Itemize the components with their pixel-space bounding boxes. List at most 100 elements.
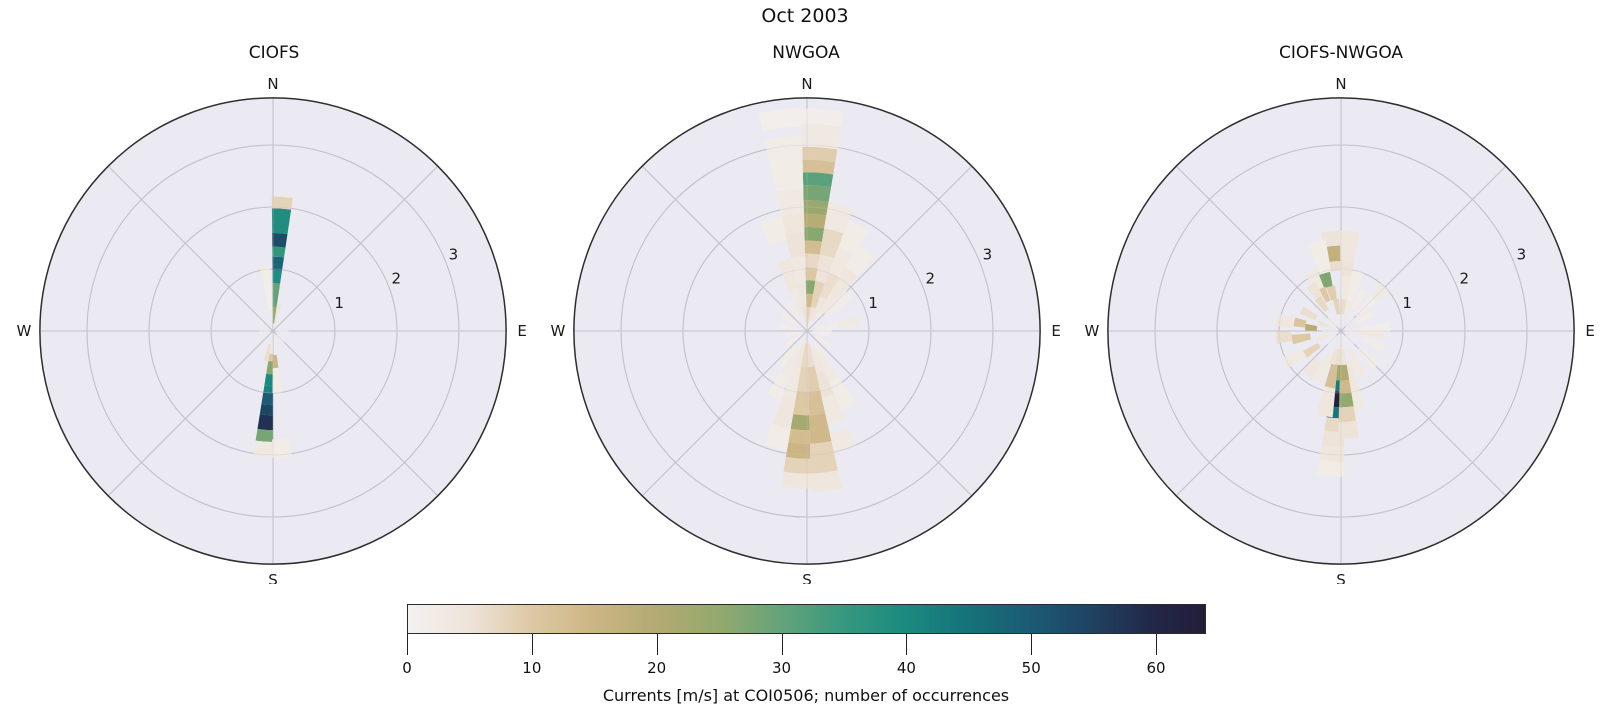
rose-cell [785,231,806,259]
rose-cell [804,240,822,255]
radial-tick-label: 2 [926,270,936,288]
rose-cell [781,213,805,235]
rose-cell [1316,320,1330,328]
rose-cell [803,185,832,202]
compass-label-e: E [1051,322,1060,340]
colorbar-tick [656,634,658,655]
rose-cell [1370,283,1389,302]
rose-cell [271,438,292,459]
subplot-title-ciofs: CIOFS [248,43,300,63]
rose-cell [764,135,803,165]
rose-cell [1324,363,1338,389]
rose-cell [257,321,269,329]
rose-cell [806,293,814,308]
rose-cell [1346,270,1364,303]
colorbar-tick-label: 0 [402,659,412,677]
rose-cell [1338,406,1357,423]
rose-cell [803,200,829,216]
rose-cell [272,354,279,369]
rose-cell [1316,460,1345,477]
rose-cell [1305,323,1318,331]
rose-cell [814,335,832,349]
compass-label-e: E [517,322,526,340]
rose-cell [789,288,803,314]
rose-cell [779,311,798,326]
polar-grid-overlay [39,97,507,565]
rose-cell [1308,239,1332,275]
subplot-title-ciofs-nwgoa: CIOFS-NWGOA [1278,43,1404,63]
rose-cell [777,344,798,368]
rose-cell [276,334,285,343]
rose-cell [1359,321,1391,332]
radial-tick-label: 3 [983,245,993,263]
rose-cell [1340,275,1352,300]
rose-cell [272,367,283,394]
colorbar-tick [781,634,783,655]
rose-cell [816,351,839,383]
radial-tick-label: 1 [1402,294,1412,312]
colorbar-tick-label: 30 [771,659,792,677]
polar-grid-overlay [1107,97,1575,565]
rose-cell [269,343,273,354]
rose-cell [1315,334,1330,343]
rose-cell [1343,300,1353,320]
compass-label-w: W [550,322,565,340]
rose-cell [815,322,838,331]
rose-cell [266,361,273,375]
rose-nwgoa: N E S W 1 2 3 [550,75,1060,584]
rose-ciofs: N E S W 1 2 3 [16,75,526,584]
rose-cell [1351,288,1368,311]
rose-cell [1347,347,1367,378]
rose-cell [772,394,796,429]
rose-cell [272,283,281,308]
compass-label-e: E [1585,322,1594,340]
rose-cell [793,342,805,368]
radial-tick-label: 2 [392,270,402,288]
rose-cell [783,456,811,474]
rose-cell [819,228,844,259]
rose-cell [272,270,282,284]
rose-cell [785,331,802,338]
rose-cell [801,123,842,150]
rose-cell [1339,364,1350,381]
rose-cell [255,428,273,442]
colorbar-gradient [407,604,1206,634]
rose-cell [1326,334,1338,346]
rose-cell [802,159,836,175]
rose-cell [776,188,804,216]
rose-cell [803,213,827,229]
rose-cell [1303,358,1322,379]
colorbar-label: Currents [m/s] at COI0506; number of occ… [602,686,1010,705]
compass-label-s: S [802,571,812,584]
colorbar-tick-label: 60 [1146,659,1166,677]
rose-cell [1303,343,1321,358]
rose-cell [1316,386,1336,418]
rose-cell [1340,298,1347,315]
rose-cell [272,306,277,324]
rose-cell [1293,317,1307,328]
rose-cell [1360,336,1387,352]
rose-cell [801,343,808,367]
rose-cell [1344,329,1360,333]
rose-cell [816,370,835,398]
main-title: Oct 2003 [761,5,849,27]
colorbar-tick [906,634,908,655]
rose-cell [804,253,820,269]
radial-tick-label: 3 [1517,245,1527,263]
radial-tick-label: 1 [334,294,344,312]
rose-cell [272,233,288,248]
rose-cell [260,265,271,286]
compass-label-n: N [801,75,812,93]
rose-cell [1312,352,1333,384]
rose-cell [810,470,842,493]
rose-cell [809,413,832,444]
rose-cells [1275,230,1391,477]
rose-cell [1340,260,1354,277]
radial-tick-label: 2 [1460,270,1470,288]
rose-cell [767,372,789,401]
rose-cell [1356,346,1380,370]
rose-cell [1275,331,1293,344]
rose-cell [1354,295,1377,318]
rose-cell [1326,316,1338,328]
rose-cell [807,343,815,367]
